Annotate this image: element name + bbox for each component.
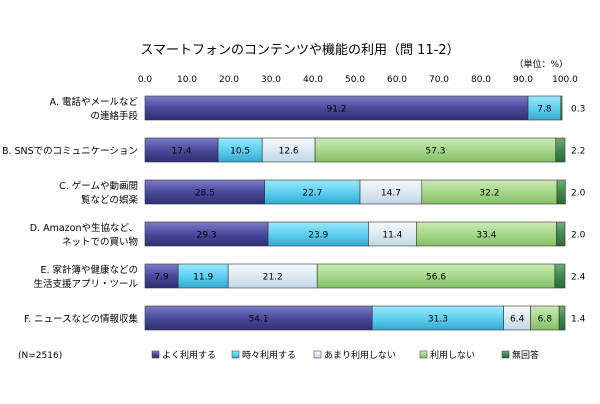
data-label: 32.2 [479,189,499,199]
bar-segment [144,95,529,121]
category-label: 生活支援アプリ・ツール [33,278,138,290]
sample-size-note: (N=2516) [18,351,62,361]
data-label: 1.4 [571,315,586,325]
data-label: 6.8 [538,315,553,325]
data-label: 54.1 [249,315,269,325]
data-label: 29.3 [197,231,217,241]
data-label: 22.7 [302,189,322,199]
legend-swatch [419,350,428,359]
bar-segment [503,305,531,331]
category-label: 覧などの娯楽 [81,194,139,206]
category-label: ネットでの買い物 [62,236,139,248]
bar-segment [261,137,316,163]
bar-segment [371,305,504,331]
x-tick-label: 100.0 [552,75,578,85]
data-label: 11.4 [382,231,402,241]
bar-segment [316,263,556,289]
x-tick-label: 80.0 [471,75,491,85]
data-label: 33.4 [476,231,496,241]
bar-segment [368,221,417,247]
x-tick-label: 60.0 [387,75,407,85]
data-label: 11.9 [193,273,213,283]
bar-segment [267,221,369,247]
data-label: 0.3 [571,105,585,115]
data-label: 2.2 [571,147,585,157]
unit-label: （単位：%） [514,58,568,70]
data-label: 17.4 [172,147,192,157]
bar-segment [144,179,265,205]
x-tick-label: 10.0 [177,75,197,85]
x-tick-label: 50.0 [345,75,365,85]
bar-segment [314,137,557,163]
data-label: 2.0 [571,189,586,199]
data-label: 56.6 [426,273,446,283]
x-axis-ticks: 0.0 10.0 20.0 30.0 40.0 50.0 60.0 70.0 80.0 90.0 1… [138,75,578,85]
x-tick-label: 90.0 [513,75,533,85]
bar-segment [177,263,229,289]
bar-segment [359,179,423,205]
data-label: 12.6 [279,147,299,157]
bar-segment [554,263,566,289]
bar-segment [144,137,219,163]
legend-swatch [151,350,160,359]
category-label: E. 家計簿や健康などの [40,264,138,276]
bar-segment [421,179,558,205]
category-label: A. 電話やメールなど [50,96,139,108]
bars [144,95,566,331]
x-tick-label: 20.0 [219,75,239,85]
bar-segment [227,263,318,289]
x-tick-label: 40.0 [303,75,323,85]
bar-segment [558,305,566,331]
data-label: 31.3 [428,315,448,325]
legend-label: 時々利用する [242,349,296,361]
data-label: 7.8 [537,105,552,115]
legend-swatch [501,350,510,359]
bar-segment [560,95,563,121]
legend-swatch [231,350,240,359]
legend-label: 利用しない [430,349,475,361]
category-label: C. ゲームや動画閲 [59,180,138,192]
data-label: 2.0 [571,231,586,241]
legend-label: 無回答 [512,349,539,361]
bar-segment [555,137,566,163]
data-label: 10.5 [230,147,250,157]
bar-segment [556,221,566,247]
data-label: 91.2 [326,105,346,115]
bar-segment [530,305,560,331]
data-label: 23.9 [308,231,328,241]
legend-label: よく利用する [162,349,216,361]
segment-labels: 91.2 7.8 0.3 17.4 10.5 12.6 57.3 2.2 28.5 22.7 14.… [154,105,585,325]
bar-segment [527,95,562,121]
x-tick-label: 0.0 [138,75,153,85]
data-label: 28.5 [195,189,215,199]
category-label: B. SNSでのコミュニケーション [2,146,138,157]
bar-segment [264,179,361,205]
data-label: 14.7 [381,189,401,199]
legend-swatch [313,350,322,359]
data-label: 2.4 [571,273,586,283]
category-label: F. ニュースなどの情報収集 [24,313,139,325]
data-label: 6.4 [510,315,525,325]
bar-segment [416,221,557,247]
legend: よく利用する 時々利用する あまり利用しない 利用しない 無回答 [151,349,539,361]
data-label: 57.3 [425,147,445,157]
x-tick-label: 30.0 [261,75,281,85]
data-label: 21.2 [263,273,283,283]
x-tick-label: 70.0 [429,75,449,85]
bar-segment [144,305,373,331]
bar-segment [556,179,566,205]
category-label: D. Amazonや生協など、 [30,222,138,234]
category-label: の連絡手段 [90,110,138,122]
data-label: 7.9 [154,273,169,283]
chart-title: スマートフォンのコンテンツや機能の利用（問 11-2） [140,43,459,58]
legend-label: あまり利用しない [324,349,396,361]
